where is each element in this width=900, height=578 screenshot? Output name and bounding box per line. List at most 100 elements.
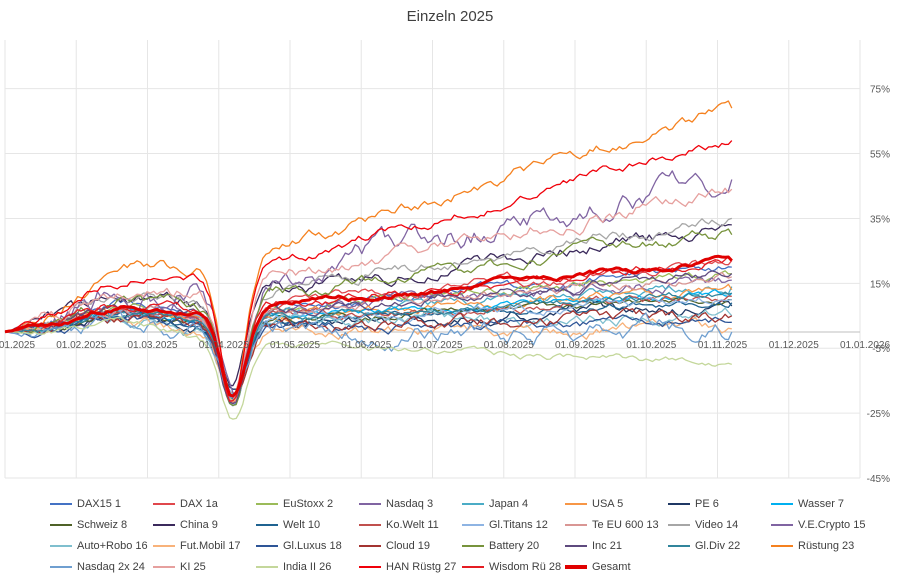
legend-item: DAX 1a (153, 494, 218, 514)
legend-swatch (256, 566, 278, 568)
legend-swatch (359, 503, 381, 505)
legend-label: Nasdaq 2x 24 (77, 561, 145, 573)
legend-swatch (256, 524, 278, 526)
legend-label: Ko.Welt 11 (386, 519, 439, 531)
x-tick-label: 01.08.2025 (484, 340, 534, 351)
legend-item: Gesamt (565, 557, 631, 577)
legend-swatch (359, 545, 381, 547)
x-tick-label: 01.11.2025 (698, 340, 748, 351)
legend-swatch (771, 503, 793, 505)
legend-swatch (359, 524, 381, 526)
legend-label: Auto+Robo 16 (77, 540, 148, 552)
legend-item: Wisdom Rü 28 (462, 557, 561, 577)
legend-label: China 9 (180, 519, 218, 531)
legend-label: Rüstung 23 (798, 540, 855, 552)
series-line (4, 140, 733, 398)
series-line (4, 170, 733, 397)
legend-label: DAX15 1 (77, 498, 122, 510)
legend-item: Auto+Robo 16 (50, 536, 148, 556)
legend-label: Schweiz 8 (77, 519, 128, 531)
legend-label: Gl.Titans 12 (489, 519, 548, 531)
legend-label: Gl.Div 22 (695, 540, 741, 552)
legend-item: Ko.Welt 11 (359, 515, 439, 535)
legend-swatch (153, 566, 175, 568)
legend-label: V.E.Crypto 15 (798, 519, 866, 531)
legend-label: Cloud 19 (386, 540, 431, 552)
legend-swatch (462, 566, 484, 568)
legend-swatch (462, 545, 484, 547)
legend-swatch (153, 524, 175, 526)
legend-item: Battery 20 (462, 536, 539, 556)
legend-swatch (50, 503, 72, 505)
legend-label: Welt 10 (283, 519, 321, 531)
y-tick-label: -25% (867, 409, 890, 420)
legend-swatch (462, 524, 484, 526)
legend-item: Te EU 600 13 (565, 515, 659, 535)
legend-label: Battery 20 (489, 540, 540, 552)
legend-label: KI 25 (180, 561, 206, 573)
legend-item: Wasser 7 (771, 494, 844, 514)
legend-item: Japan 4 (462, 494, 528, 514)
legend-swatch (359, 566, 381, 568)
legend-item: China 9 (153, 515, 218, 535)
series-line (4, 228, 733, 407)
legend-item: HAN Rüstg 27 (359, 557, 456, 577)
x-tick-label: 01.12.2025 (769, 340, 819, 351)
legend-item: PE 6 (668, 494, 719, 514)
legend-swatch (50, 545, 72, 547)
legend-item: V.E.Crypto 15 (771, 515, 865, 535)
series-line (5, 307, 733, 398)
legend-label: PE 6 (695, 498, 719, 510)
legend-item: DAX15 1 (50, 494, 121, 514)
legend-swatch (668, 545, 690, 547)
y-tick-label: 55% (870, 150, 890, 161)
legend-item: India II 26 (256, 557, 331, 577)
legend-label: Japan 4 (489, 498, 529, 510)
chart-title: Einzeln 2025 (406, 8, 494, 25)
legend-swatch (565, 545, 587, 547)
x-tick-label: 01.01.2025 (0, 340, 35, 351)
series-line (4, 254, 733, 398)
y-tick-label: 75% (870, 85, 890, 96)
legend-label: Inc 21 (592, 540, 622, 552)
legend-swatch (153, 545, 175, 547)
legend-swatch (565, 565, 587, 569)
legend-label: USA 5 (592, 498, 624, 510)
legend-label: Video 14 (695, 519, 739, 531)
legend-swatch (668, 503, 690, 505)
legend-item: Welt 10 (256, 515, 320, 535)
legend-item: Gl.Luxus 18 (256, 536, 342, 556)
legend-item: Nasdaq 2x 24 (50, 557, 145, 577)
legend-item: Cloud 19 (359, 536, 430, 556)
legend-item: Video 14 (668, 515, 738, 535)
legend-item: Fut.Mobil 17 (153, 536, 241, 556)
legend-label: EuStoxx 2 (283, 498, 334, 510)
x-tick-label: 01.09.2025 (555, 340, 605, 351)
line-chart: 75% 55% 35% 15% -5% -25% -45% 01.01.2025 01.02.2… (0, 40, 890, 485)
legend-item: Gl.Div 22 (668, 536, 740, 556)
x-tick-label: 01.10.2025 (626, 340, 676, 351)
y-tick-label: -45% (867, 474, 890, 485)
y-tick-label: 15% (870, 279, 890, 290)
x-tick-label: 01.07.2025 (412, 340, 462, 351)
legend-swatch (771, 545, 793, 547)
x-tick-label: 01.03.2025 (127, 340, 177, 351)
legend-item: USA 5 (565, 494, 623, 514)
x-tick-label: 01.05.2025 (270, 340, 320, 351)
legend-label: Wasser 7 (798, 498, 845, 510)
series-line (4, 223, 732, 387)
legend-label: Fut.Mobil 17 (180, 540, 241, 552)
legend-item: EuStoxx 2 (256, 494, 333, 514)
y-tick-label: -5% (872, 344, 890, 355)
series-line (4, 307, 733, 401)
series-line (4, 100, 733, 398)
legend-swatch (668, 524, 690, 526)
legend-label: Nasdaq 3 (386, 498, 434, 510)
legend-swatch (565, 503, 587, 505)
legend-swatch (462, 503, 484, 505)
series-line (4, 316, 733, 420)
legend-item: Schweiz 8 (50, 515, 127, 535)
legend-swatch (565, 524, 587, 526)
legend-label: India II 26 (283, 561, 332, 573)
y-tick-label: 35% (870, 214, 890, 225)
